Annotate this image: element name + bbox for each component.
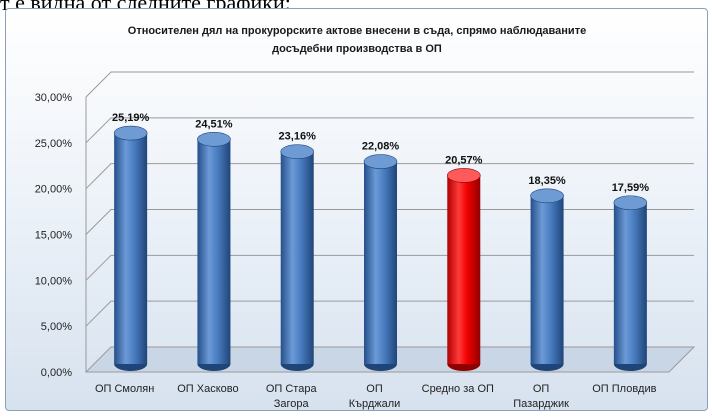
- x-tick-label: ОП Хасково: [177, 383, 238, 395]
- gridline: [85, 300, 694, 327]
- data-label: 20,57%: [445, 154, 483, 166]
- y-tick-label: 20,00%: [35, 184, 73, 196]
- y-axis: 0,00% 5,00% 10,00% 15,00% 20,00% 25,00% 30,00%: [35, 92, 73, 379]
- bars: [113, 125, 648, 371]
- chart-title-line: досъдебни производства в ОП: [272, 43, 442, 55]
- x-tick-label: Пазарджик: [513, 398, 569, 410]
- gridline: [85, 209, 694, 235]
- x-axis-categories: ОП Смолян ОП Хасково ОП Стара Загора ОП Кърдж…: [95, 383, 657, 410]
- chart-frame: Относителен дял на прокурорските актове …: [5, 8, 708, 411]
- gridline: [85, 163, 694, 190]
- gridline: [85, 254, 694, 281]
- x-tick-label: Средно за ОП: [422, 383, 494, 395]
- bar: [530, 188, 564, 371]
- chart-title-line: Относителен дял на прокурорските актове …: [128, 25, 586, 37]
- x-tick-label: ОП: [533, 383, 550, 395]
- x-tick-label: ОП Пловдив: [592, 383, 656, 395]
- bar: [280, 144, 315, 371]
- x-tick-label: Кърджали: [349, 398, 401, 410]
- bar: [113, 125, 148, 371]
- data-label: 24,51%: [195, 118, 233, 130]
- chart-svg: Относителен дял на прокурорските актове …: [35, 25, 696, 410]
- data-label: 23,16%: [279, 131, 317, 143]
- data-label: 17,59%: [612, 182, 650, 194]
- y-tick-label: 10,00%: [35, 275, 73, 287]
- bar: [613, 195, 648, 371]
- y-tick-label: 25,00%: [35, 138, 73, 150]
- x-tick-label: ОП Стара: [266, 383, 318, 395]
- gridline: [85, 117, 694, 144]
- x-tick-label: ОП Смолян: [95, 383, 154, 395]
- x-tick-label: ОП: [366, 383, 383, 395]
- bar-average: [446, 168, 481, 371]
- bar: [363, 154, 398, 371]
- y-tick-label: 5,00%: [41, 321, 72, 333]
- value-labels: 25,19% 24,51% 23,16% 22,08% 20,57% 18,35% 17,5…: [112, 112, 649, 194]
- bar: [197, 132, 231, 371]
- chart-title: Относителен дял на прокурорските актове …: [128, 25, 586, 55]
- x-tick-label: Загора: [274, 398, 310, 410]
- y-tick-label: 30,00%: [35, 92, 73, 104]
- y-tick-label: 0,00%: [41, 367, 72, 379]
- data-label: 25,19%: [112, 112, 150, 124]
- data-label: 18,35%: [528, 175, 566, 187]
- data-label: 22,08%: [362, 141, 400, 153]
- y-tick-label: 15,00%: [35, 230, 73, 242]
- gridline: [85, 71, 694, 98]
